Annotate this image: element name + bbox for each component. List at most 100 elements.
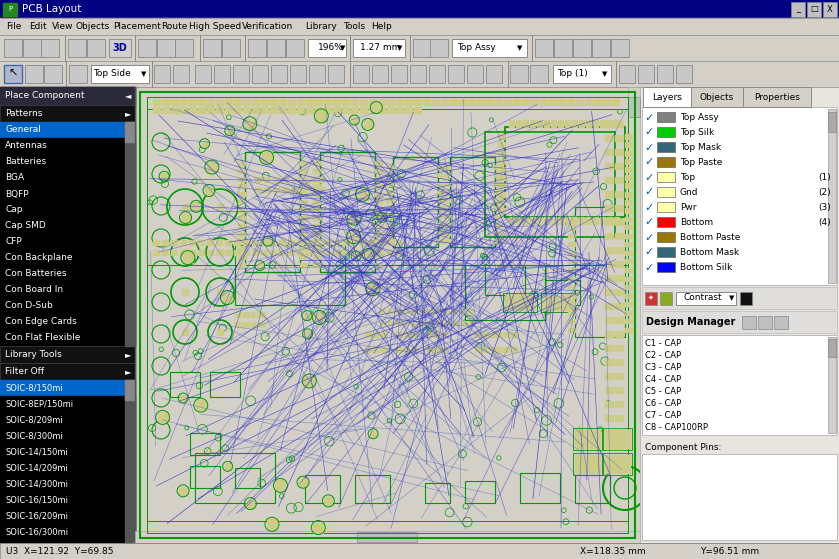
Bar xyxy=(270,99,277,105)
Bar xyxy=(605,177,613,183)
Bar xyxy=(0,35,839,61)
Bar xyxy=(567,99,574,105)
Bar xyxy=(615,331,623,337)
Bar xyxy=(391,65,407,83)
Text: Top (1): Top (1) xyxy=(556,69,587,78)
Bar xyxy=(605,317,613,323)
Bar xyxy=(625,234,632,238)
Bar xyxy=(615,247,623,253)
Bar xyxy=(657,247,675,257)
Bar xyxy=(198,240,204,245)
Bar xyxy=(495,99,502,105)
Bar xyxy=(605,261,613,267)
Bar xyxy=(162,107,169,113)
Bar xyxy=(615,261,623,267)
Bar xyxy=(318,177,324,182)
Bar xyxy=(379,214,385,220)
Text: High Speed: High Speed xyxy=(189,22,242,31)
Bar xyxy=(405,99,412,105)
Bar xyxy=(625,319,632,324)
Bar xyxy=(0,266,135,282)
Bar xyxy=(388,321,393,325)
Bar xyxy=(615,443,623,449)
Bar xyxy=(491,332,497,337)
Text: Gnd: Gnd xyxy=(680,188,699,197)
Text: Properties: Properties xyxy=(754,92,800,102)
Bar xyxy=(41,39,59,57)
Text: X=118.35 mm: X=118.35 mm xyxy=(580,547,646,556)
Bar xyxy=(255,177,261,182)
Bar xyxy=(443,182,450,186)
Bar xyxy=(313,247,320,252)
Bar xyxy=(575,430,600,448)
Bar xyxy=(313,200,320,204)
Bar xyxy=(261,240,267,245)
Bar xyxy=(576,99,583,105)
Bar xyxy=(300,161,307,165)
Bar xyxy=(605,121,613,127)
Text: SOIC-16/300mi: SOIC-16/300mi xyxy=(5,528,68,537)
Text: General: General xyxy=(5,126,41,135)
Text: ▼: ▼ xyxy=(602,71,607,77)
Bar xyxy=(545,280,580,305)
Bar xyxy=(251,322,257,327)
Bar xyxy=(306,99,313,105)
Bar xyxy=(475,347,481,352)
Bar xyxy=(511,347,517,352)
Bar xyxy=(225,240,231,245)
Bar xyxy=(279,107,286,113)
Bar xyxy=(182,249,188,255)
Bar xyxy=(605,455,630,473)
Bar xyxy=(210,372,240,397)
Bar xyxy=(537,120,542,127)
Bar xyxy=(568,251,575,255)
Bar xyxy=(342,107,349,113)
Bar xyxy=(432,99,439,105)
Text: Route: Route xyxy=(161,22,187,31)
Bar xyxy=(313,161,320,165)
Bar xyxy=(393,157,438,247)
Text: PCB Layout: PCB Layout xyxy=(22,4,81,14)
Text: SOIC-8/150mi: SOIC-8/150mi xyxy=(5,383,63,392)
Bar xyxy=(0,18,839,35)
Text: SOIC-8/300mi: SOIC-8/300mi xyxy=(5,432,63,440)
Bar xyxy=(353,65,369,83)
Text: ►: ► xyxy=(125,350,131,359)
Bar xyxy=(605,429,613,435)
Bar xyxy=(0,396,135,412)
Bar xyxy=(433,332,439,337)
Bar xyxy=(375,247,382,252)
Bar xyxy=(0,444,135,460)
Bar xyxy=(558,99,565,105)
Bar xyxy=(235,312,241,317)
Bar xyxy=(216,240,222,245)
Bar xyxy=(203,39,221,57)
Bar xyxy=(396,99,403,105)
Text: □: □ xyxy=(810,4,818,13)
Bar xyxy=(180,107,187,113)
Bar xyxy=(510,65,528,83)
Bar xyxy=(264,187,270,192)
Bar xyxy=(443,198,450,202)
Bar xyxy=(320,152,375,272)
Bar xyxy=(614,120,619,127)
Bar xyxy=(605,191,613,197)
Text: Con Batteries: Con Batteries xyxy=(5,269,66,278)
Bar xyxy=(568,277,575,281)
Bar xyxy=(225,107,232,113)
Bar xyxy=(234,240,240,245)
Bar xyxy=(438,222,445,226)
Text: (4): (4) xyxy=(818,218,831,227)
Bar xyxy=(0,524,135,540)
Bar xyxy=(428,321,433,325)
Bar xyxy=(369,250,375,255)
Bar xyxy=(642,335,837,435)
Bar xyxy=(503,332,509,337)
Bar xyxy=(386,231,393,235)
Text: (2): (2) xyxy=(818,188,831,197)
Bar xyxy=(153,99,160,105)
Bar xyxy=(0,330,135,346)
Bar xyxy=(288,240,294,245)
Bar xyxy=(603,99,610,105)
Bar xyxy=(198,250,204,255)
